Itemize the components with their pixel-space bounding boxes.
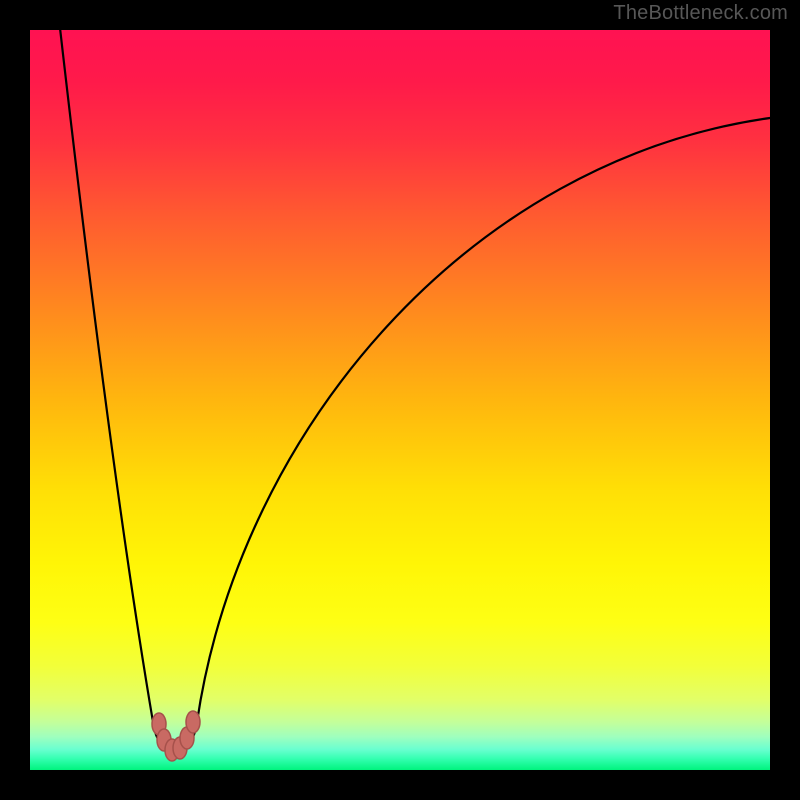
notch-marker	[186, 711, 200, 733]
watermark-text: TheBottleneck.com	[613, 2, 788, 25]
plot-gradient-bg	[30, 30, 770, 770]
bottleneck-chart: TheBottleneck.com	[0, 0, 800, 800]
chart-svg	[0, 0, 800, 800]
